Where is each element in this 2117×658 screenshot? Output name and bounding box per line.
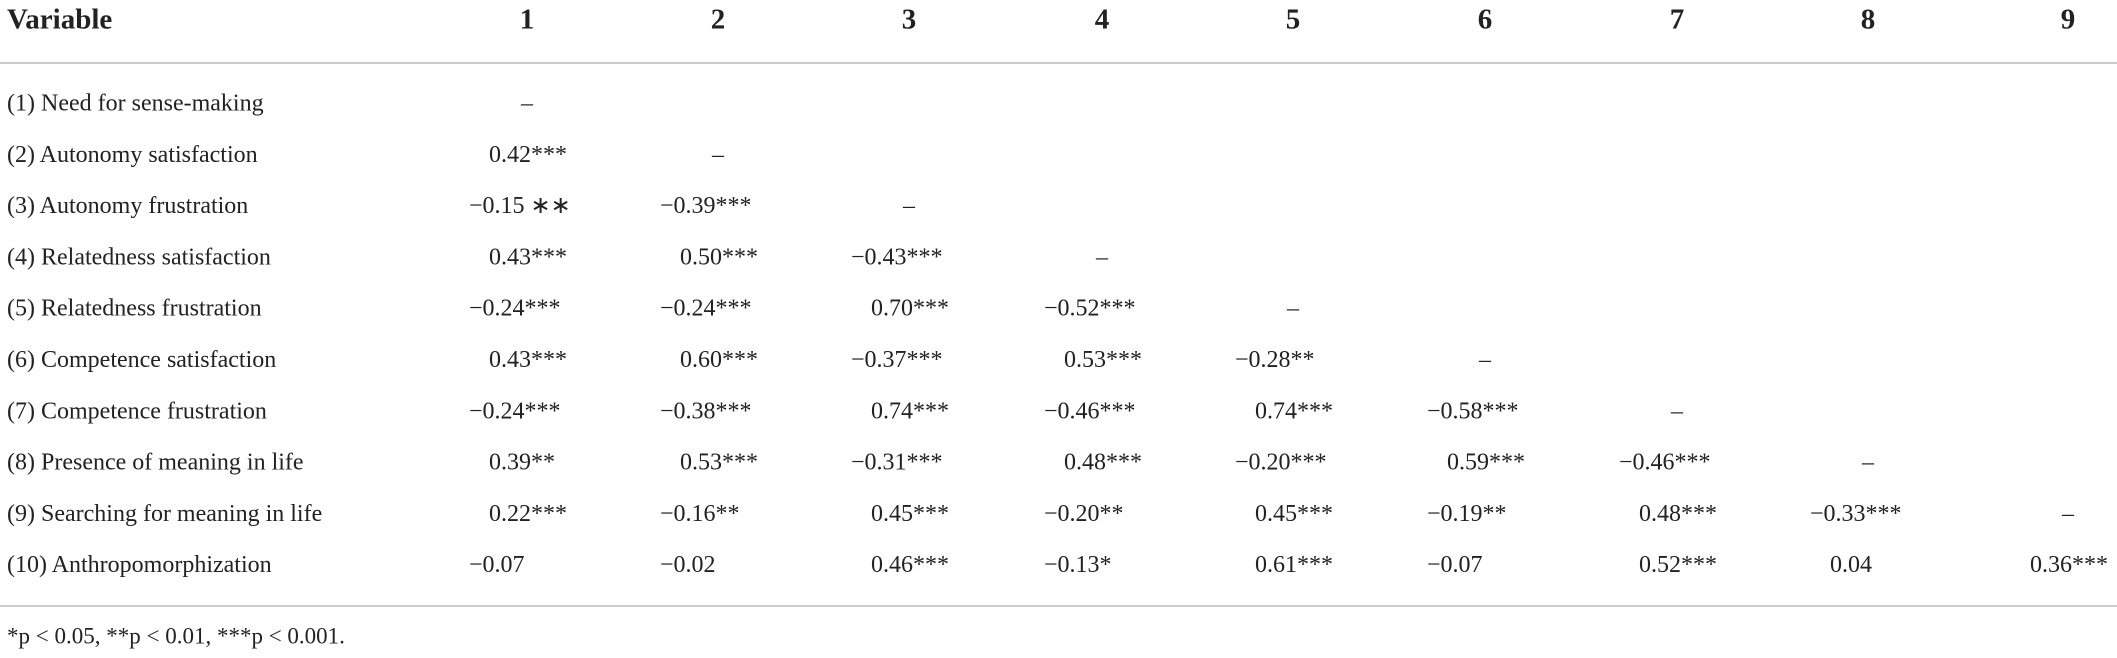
cell: 0.48***: [1639, 501, 1717, 527]
cell: 0.53***: [1064, 347, 1142, 373]
cell: 0.61***: [1255, 552, 1333, 578]
cell: −0.46***: [1044, 398, 1136, 424]
cell: 0.43***: [489, 347, 567, 373]
cell: −0.13*: [1044, 552, 1112, 578]
cell: 0.74***: [871, 398, 949, 424]
cell: 0.22***: [489, 501, 567, 527]
row-label: (10) Anthropomorphization: [7, 552, 272, 578]
cell: 0.48***: [1064, 450, 1142, 476]
cell: −0.38***: [660, 398, 752, 424]
cell: 0.04: [1830, 552, 1872, 578]
footnote: *p < 0.05, **p < 0.01, ***p < 0.001.: [7, 623, 345, 648]
row-label: (5) Relatedness frustration: [7, 296, 262, 322]
cell: 0.46***: [871, 552, 949, 578]
row-label: (4) Relatedness satisfaction: [7, 244, 271, 270]
cell: −0.28**: [1235, 347, 1315, 373]
cell: −0.24***: [660, 296, 752, 322]
cell: −0.16**: [660, 501, 740, 527]
cell: −0.46***: [1619, 450, 1711, 476]
cell: −0.39***: [660, 193, 752, 219]
cell: 0.74***: [1255, 398, 1333, 424]
header-cell: Variable: [7, 4, 112, 36]
row-label: (7) Competence frustration: [7, 398, 267, 424]
row-label: (2) Autonomy satisfaction: [7, 142, 258, 168]
row-label: (9) Searching for meaning in life: [7, 501, 322, 527]
cell: −0.07: [469, 552, 525, 578]
header-cell: 6: [1478, 4, 1493, 36]
cell: –: [711, 142, 725, 168]
cell: 0.45***: [871, 501, 949, 527]
cell: −0.33***: [1810, 501, 1902, 527]
header-cell: 1: [520, 4, 535, 36]
cell: –: [520, 91, 534, 117]
cell: −0.07: [1427, 552, 1483, 578]
cell: −0.19**: [1427, 501, 1507, 527]
cell: −0.15 ∗∗: [469, 193, 571, 219]
cell: −0.31***: [851, 450, 943, 476]
cell: 0.36***: [2030, 552, 2108, 578]
header-cell: 3: [902, 4, 917, 36]
cell: –: [902, 193, 916, 219]
header-cell: 8: [1861, 4, 1876, 36]
cell: −0.20***: [1235, 450, 1327, 476]
cell: 0.43***: [489, 244, 567, 270]
cell: −0.52***: [1044, 296, 1136, 322]
header-cell: 9: [2061, 4, 2076, 36]
cell: 0.39**: [489, 450, 555, 476]
cell: –: [1861, 450, 1875, 476]
cell: −0.24***: [469, 296, 561, 322]
row-label: (1) Need for sense-making: [7, 91, 264, 117]
cell: –: [1670, 398, 1684, 424]
row-label: (6) Competence satisfaction: [7, 347, 276, 373]
cell: 0.53***: [680, 450, 758, 476]
cell: –: [2061, 501, 2075, 527]
cell: −0.02: [660, 552, 716, 578]
cell: 0.50***: [680, 244, 758, 270]
cell: 0.45***: [1255, 501, 1333, 527]
header-cell: 2: [711, 4, 726, 36]
header-cell: 4: [1095, 4, 1110, 36]
cell: –: [1095, 244, 1109, 270]
header-cell: 7: [1670, 4, 1685, 36]
cell: 0.59***: [1447, 450, 1525, 476]
cell: −0.43***: [851, 244, 943, 270]
header-cell: 5: [1286, 4, 1301, 36]
cell: −0.58***: [1427, 398, 1519, 424]
cell: –: [1478, 347, 1492, 373]
cell: 0.60***: [680, 347, 758, 373]
cell: –: [1286, 296, 1300, 322]
row-label: (8) Presence of meaning in life: [7, 450, 304, 476]
cell: 0.70***: [871, 296, 949, 322]
row-label: (3) Autonomy frustration: [7, 193, 248, 219]
cell: −0.24***: [469, 398, 561, 424]
cell: 0.42***: [489, 142, 567, 168]
cell: −0.20**: [1044, 501, 1124, 527]
cell: −0.37***: [851, 347, 943, 373]
cell: 0.52***: [1639, 552, 1717, 578]
